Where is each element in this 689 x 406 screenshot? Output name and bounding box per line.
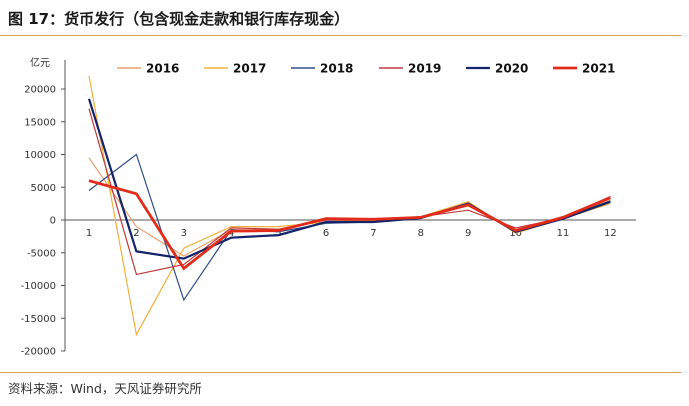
x-tick-label: 3 [181, 228, 187, 239]
series-lines [87, 75, 611, 337]
chart-title: 图 17：货币发行（包含现金走款和银行库存现金） [8, 10, 350, 28]
y-tick-label: -5000 [27, 248, 56, 259]
x-tick-label: 1 [86, 228, 92, 239]
legend-label-2018: 2018 [320, 62, 353, 76]
legend-label-2019: 2019 [408, 62, 441, 76]
legend-label-2016: 2016 [146, 62, 179, 76]
axes [61, 60, 636, 352]
x-tick-label: 6 [323, 228, 329, 239]
y-tick-label: 15000 [24, 117, 56, 128]
series-line-2017 [88, 75, 611, 337]
legend: 2016 2017 2018 2019 2020 2021 [117, 62, 615, 76]
legend-label-2021: 2021 [582, 62, 615, 76]
x-tick-label: 4 [228, 228, 234, 239]
bottom-rule [0, 372, 681, 373]
x-tick-label: 9 [465, 228, 471, 239]
y-tick-label: 0 [50, 216, 56, 227]
x-tick-label: 5 [275, 228, 281, 239]
y-unit-label: 亿元 [30, 56, 50, 69]
tick-labels: 亿元 -20000 -15000 -10000 -5000 0 5000 10000 15000… [21, 56, 617, 358]
x-tick-label: 2 [133, 228, 139, 239]
x-tick-label: 11 [557, 228, 570, 239]
top-rule [0, 35, 681, 36]
y-tick-label: -10000 [21, 281, 56, 292]
x-tick-label: 12 [604, 228, 617, 239]
legend-label-2020: 2020 [495, 62, 528, 76]
x-tick-label: 7 [370, 228, 376, 239]
series-line-2021 [88, 179, 611, 271]
y-tick-label: -20000 [21, 347, 56, 358]
chart: 亿元 -20000 -15000 -10000 -5000 0 5000 10000 15000… [21, 56, 636, 358]
y-tick-label: -15000 [21, 314, 56, 325]
source-note: 资料来源：Wind，天风证券研究所 [8, 381, 202, 396]
y-tick-label: 5000 [31, 183, 56, 194]
y-tick-label: 10000 [24, 150, 56, 161]
y-tick-label: 20000 [24, 85, 56, 96]
x-tick-label: 8 [418, 228, 424, 239]
series-line-2020 [87, 98, 611, 260]
legend-label-2017: 2017 [233, 62, 266, 76]
